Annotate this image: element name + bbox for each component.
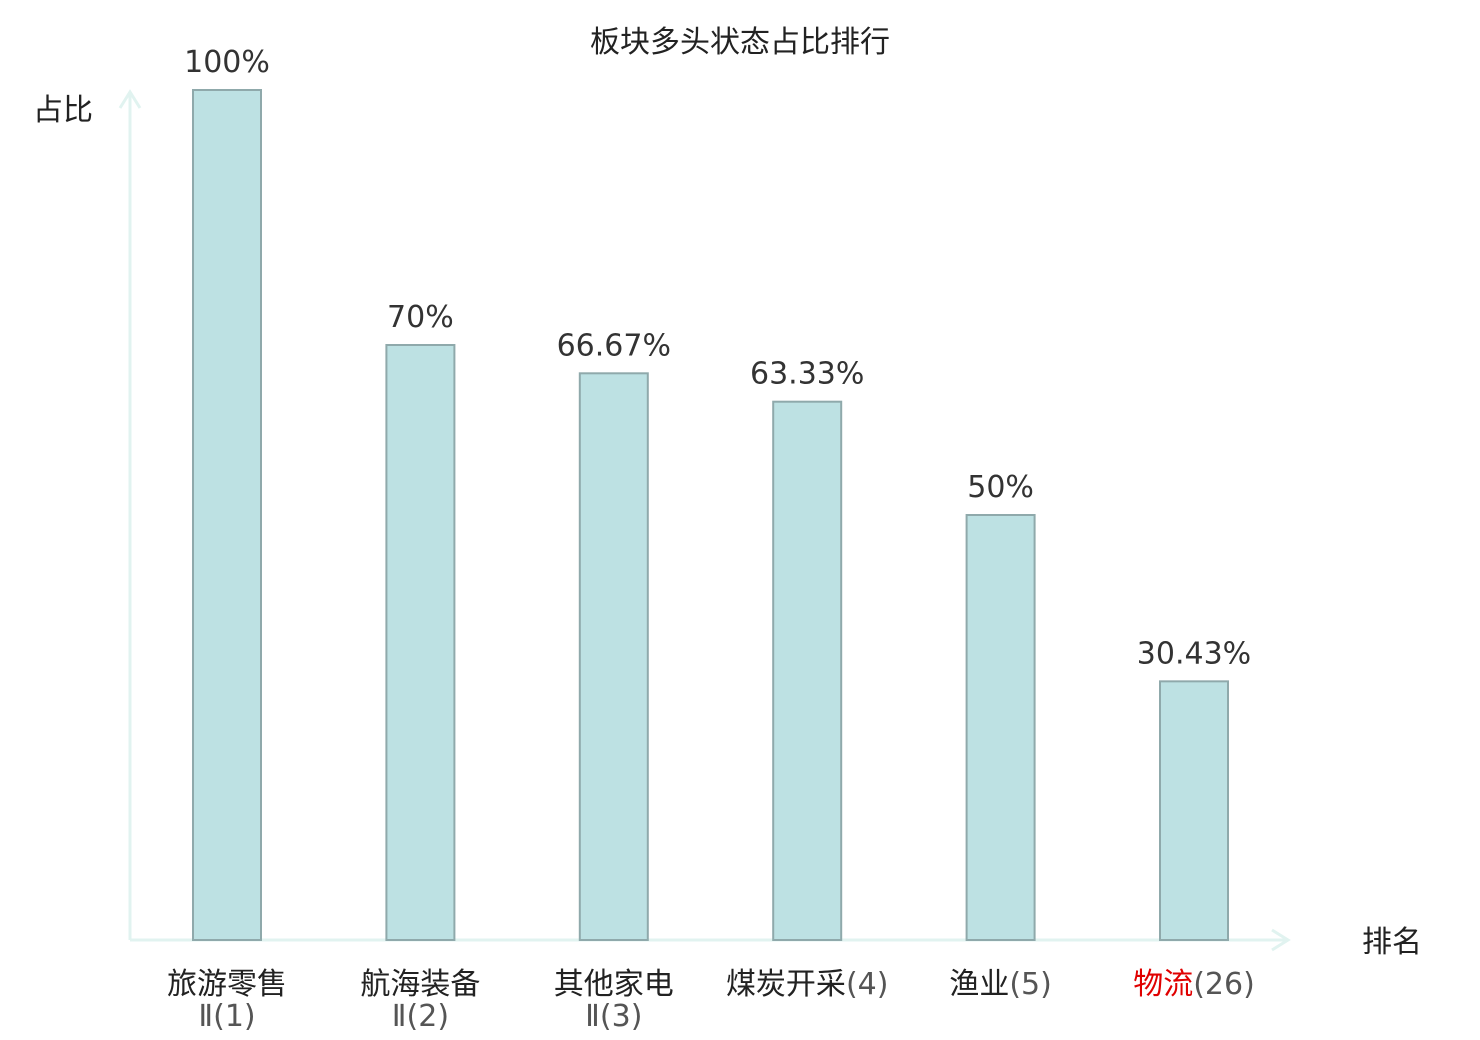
chart-title: 板块多头状态占比排行 <box>590 25 890 60</box>
category-name: 物流(26) <box>1133 967 1255 1002</box>
bar <box>965 514 1036 941</box>
value-label: 70% <box>387 300 454 335</box>
category-rank: Ⅱ(3) <box>585 999 642 1034</box>
value-label: 63.33% <box>750 357 864 392</box>
value-label: 50% <box>967 470 1034 505</box>
x-axis-arrow <box>1271 928 1291 952</box>
y-axis-label: 占比 <box>33 93 93 128</box>
category-tick-label: 渔业(5) <box>949 967 1052 1002</box>
bars <box>192 89 1229 941</box>
category-name: 煤炭开采(4) <box>726 967 889 1002</box>
category-tick-label: 煤炭开采(4) <box>726 967 889 1002</box>
category-rank: Ⅱ(1) <box>198 999 255 1034</box>
category-name: 航海装备 <box>360 967 480 1002</box>
bar <box>578 372 649 941</box>
category-name-text: 物流 <box>1133 967 1193 1002</box>
value-labels: 100% 70% 66.67% 63.33% 50% 30.43% <box>184 45 1251 671</box>
category-rank: (26) <box>1193 967 1255 1002</box>
bar <box>192 89 262 941</box>
x-axis-label: 排名 <box>1362 925 1422 960</box>
category-tick-label: 物流(26) <box>1133 967 1255 1002</box>
category-rank: Ⅱ(2) <box>392 999 449 1034</box>
axes <box>118 89 1291 952</box>
bar <box>1159 680 1229 941</box>
value-label: 30.43% <box>1137 636 1251 671</box>
y-axis-arrow <box>118 89 142 109</box>
bar <box>772 400 843 941</box>
category-rank: (4) <box>846 967 889 1002</box>
category-name: 其他家电 <box>554 967 674 1002</box>
category-name-text: 渔业 <box>949 967 1009 1002</box>
bar <box>385 344 456 941</box>
category-name: 旅游零售 <box>167 967 287 1002</box>
category-name-text: 煤炭开采 <box>726 967 846 1002</box>
value-label: 100% <box>184 45 270 80</box>
category-rank: (5) <box>1009 967 1052 1002</box>
category-name: 渔业(5) <box>949 967 1052 1002</box>
value-label: 66.67% <box>557 328 671 363</box>
